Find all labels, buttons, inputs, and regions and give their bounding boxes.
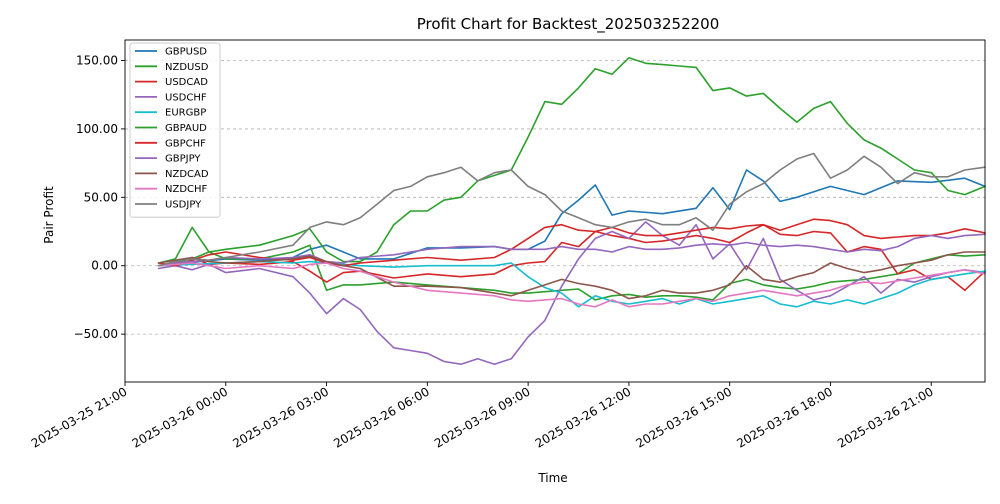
y-tick-label: 150.00 [76,54,118,68]
series-line-nzdcad [157,251,986,300]
x-tick-label: 2025-03-26 09:00 [432,384,533,450]
legend-label-usdjpy: USDJPY [165,200,202,211]
series-line-usdchf [157,221,986,366]
series-line-gbpaud [157,56,986,267]
x-tick-label: 2025-03-25 21:00 [29,384,130,450]
legend-label-nzdcad: NZDCAD [165,169,209,180]
x-axis-label: Time [537,471,567,485]
legend-label-nzdusd: NZDUSD [165,62,209,73]
x-tick-label: 2025-03-26 18:00 [734,384,835,450]
x-tick-label: 2025-03-26 03:00 [230,384,331,450]
legend: GBPUSD NZDUSD USDCAD USDCHF EURGBP GBPAUD GBPC… [129,42,221,218]
series-lines [157,56,986,366]
x-tick-label: 2025-03-26 21:00 [835,384,936,450]
x-tick-label: 2025-03-26 06:00 [331,384,432,450]
legend-label-usdchf: USDCHF [165,92,207,103]
plot-frame [124,39,986,383]
series-line-gbpusd [157,169,986,267]
legend-label-gbpaud: GBPAUD [165,123,207,134]
series-line-gbpchf [157,218,986,267]
gridlines [125,60,985,335]
legend-label-gbpusd: GBPUSD [165,47,207,58]
legend-label-usdcad: USDCAD [165,77,208,88]
x-tick-label: 2025-03-26 15:00 [634,384,735,450]
x-tick-label: 2025-03-26 00:00 [130,384,231,450]
y-axis-label: Pair Profit [42,186,56,244]
y-tick-label: 50.00 [84,190,118,204]
series-line-nzdchf [157,262,986,308]
x-tick-label: 2025-03-26 12:00 [533,384,634,450]
legend-label-nzdchf: NZDCHF [165,184,208,195]
legend-label-gbpchf: GBPCHF [165,138,206,149]
series-line-usdcad [157,223,986,292]
series-line-eurgbp [157,260,986,308]
legend-label-gbpjpy: GBPJPY [165,154,201,165]
series-line-gbpjpy [157,233,986,267]
chart-title: Profit Chart for Backtest_202503252200 [417,15,720,34]
legend-label-eurgbp: EURGBP [165,108,206,119]
series-line-usdjpy [157,152,986,267]
y-tick-label: 100.00 [76,122,118,136]
y-tick-label: 0.00 [91,259,118,273]
y-tick-label: −50.00 [74,327,118,341]
